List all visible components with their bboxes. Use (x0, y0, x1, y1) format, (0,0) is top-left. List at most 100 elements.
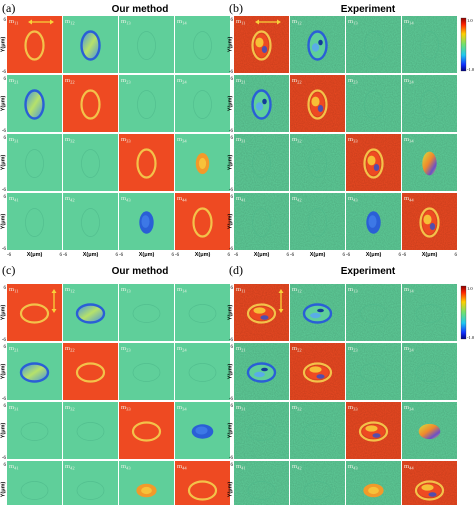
element-label: m43 (348, 195, 358, 203)
speckle (429, 223, 436, 230)
tile: m34 (175, 134, 230, 191)
element-label: m41 (236, 195, 246, 203)
y-tick-top: 6 (4, 136, 7, 141)
y-tick-top: 6 (231, 404, 234, 409)
tile: m43 (119, 461, 174, 505)
tile: m12 (290, 284, 345, 341)
tile-noise (234, 134, 289, 191)
element-label: m31 (236, 136, 246, 144)
tile: m32 (63, 402, 118, 459)
element-label-subscript: 23 (126, 348, 131, 353)
element-label: m33 (121, 404, 131, 412)
tile: m23 (346, 343, 401, 400)
element-label: m42 (65, 195, 75, 203)
y-tick-bottom: -6 (2, 397, 7, 402)
element-label: m44 (177, 195, 187, 203)
speckle (428, 492, 437, 497)
particle-ring (358, 421, 389, 442)
x-tick-left: -6 (402, 253, 407, 258)
tile-noise (234, 193, 289, 250)
tile: m12 (63, 284, 118, 341)
speckle (311, 96, 320, 107)
tile: m14 (175, 16, 230, 73)
tile-background (7, 461, 62, 505)
tile-noise (346, 461, 401, 505)
tile-noise (234, 461, 289, 505)
element-label: m14 (404, 18, 414, 26)
particle-core (27, 33, 42, 58)
element-label-subscript: 11 (241, 289, 245, 294)
tile-noise (346, 16, 401, 73)
element-label-subscript: 11 (14, 21, 18, 26)
particle-ghost (364, 31, 383, 60)
particle-ghost (20, 422, 49, 441)
speckle (260, 315, 269, 320)
arrowhead-down-icon (51, 309, 57, 313)
element-label: m43 (348, 463, 358, 471)
element-label-subscript: 42 (297, 466, 302, 471)
element-label-subscript: 11 (14, 289, 18, 294)
tile-noise (402, 75, 457, 132)
particle-ghost (193, 31, 212, 60)
element-label-subscript: 14 (409, 21, 414, 26)
tile-background (175, 284, 230, 341)
tile: m23 (119, 75, 174, 132)
element-label: m13 (348, 18, 358, 26)
element-label-subscript: 33 (353, 139, 358, 144)
particle-ring (24, 89, 45, 120)
particle-blob-core (368, 486, 379, 495)
x-axis-label: X(μm) (310, 252, 326, 258)
tile: m24 (175, 75, 230, 132)
y-axis-label: Y(μm) (228, 37, 234, 53)
element-label: m14 (404, 286, 414, 294)
tile: m14 (402, 284, 457, 341)
particle-ghost (81, 208, 100, 237)
particle-blob-core (141, 215, 150, 228)
speckle (255, 37, 264, 48)
element-label-subscript: 43 (126, 466, 131, 471)
tile-background (119, 284, 174, 341)
tile: m31 (7, 134, 62, 191)
tile: m43 (346, 193, 401, 250)
element-label: m44 (177, 463, 187, 471)
x-tick-left: -6 (290, 253, 295, 258)
particle-ghost (252, 208, 271, 237)
element-label-subscript: 12 (70, 289, 75, 294)
tile: m12 (290, 16, 345, 73)
y-tick-bottom: -6 (229, 129, 234, 134)
x-tick-right: 6 (60, 253, 63, 258)
particle-ghost (303, 481, 332, 500)
element-label-subscript: 13 (126, 21, 131, 26)
element-label-subscript: 31 (14, 407, 19, 412)
y-tick-top: 6 (4, 404, 7, 409)
x-tick-left: -6 (234, 253, 239, 258)
speckle (255, 102, 264, 111)
element-label-subscript: 34 (409, 139, 414, 144)
y-tick-top: 6 (231, 18, 234, 23)
panel-title: Our method (112, 266, 169, 277)
y-axis-label: Y(μm) (228, 423, 234, 439)
particle-ring (363, 148, 384, 179)
particle-ghost (188, 363, 217, 382)
element-label: m42 (292, 463, 302, 471)
element-label-subscript: 34 (182, 407, 187, 412)
element-label: m44 (404, 463, 414, 471)
y-axis-label: Y(μm) (1, 96, 7, 112)
tile: m31 (234, 134, 289, 191)
speckle (317, 105, 324, 112)
colorbar-min-label: -1.0 (467, 335, 474, 340)
tile: m34 (402, 134, 457, 191)
element-label-subscript: 41 (241, 198, 246, 203)
speckle (317, 308, 324, 313)
tile: m42 (290, 193, 345, 250)
tile: m11 (7, 16, 62, 73)
element-label: m23 (121, 77, 131, 85)
element-label-subscript: 31 (14, 139, 19, 144)
element-label: m13 (348, 286, 358, 294)
element-label-subscript: 21 (14, 80, 19, 85)
tile: m24 (402, 75, 457, 132)
y-axis-label: Y(μm) (1, 155, 7, 171)
x-tick-left: -6 (175, 253, 180, 258)
colorbar-min-label: -1.0 (467, 67, 474, 72)
